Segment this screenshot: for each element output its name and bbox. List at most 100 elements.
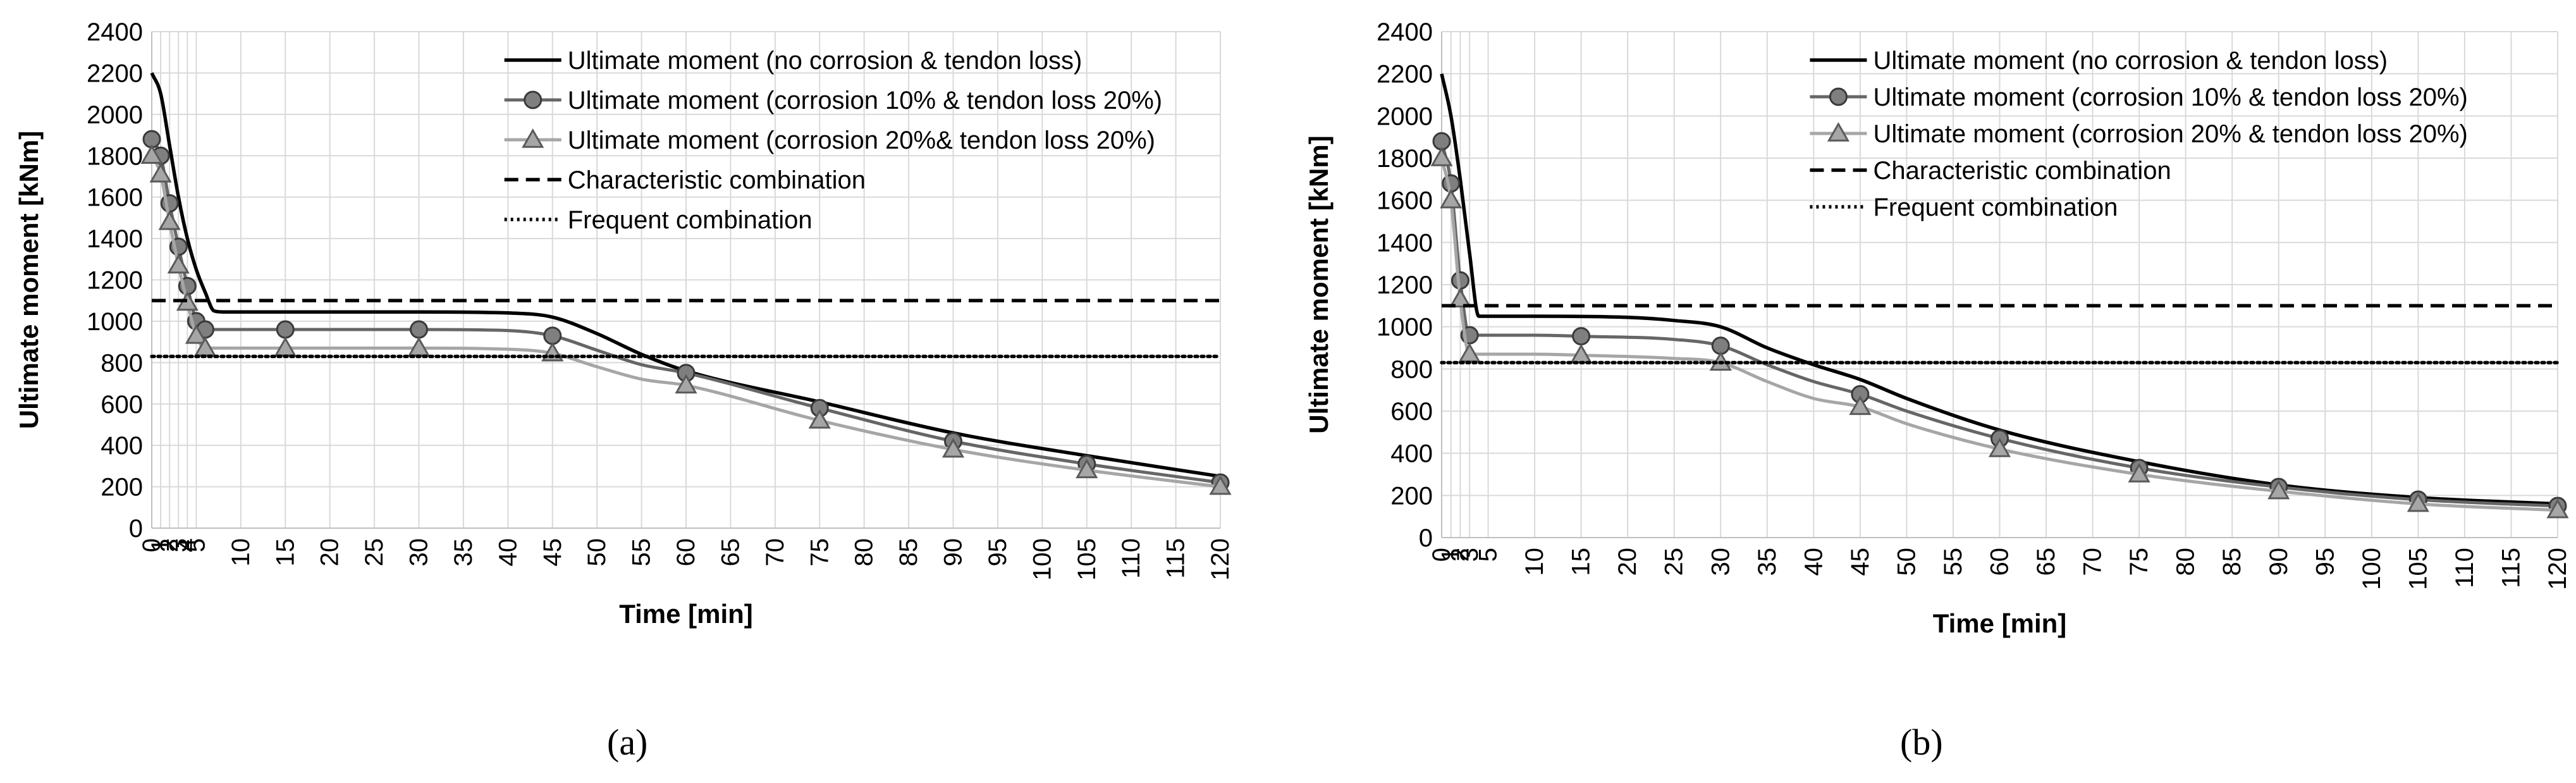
legend-item: Characteristic combination: [1810, 157, 2171, 185]
x-tick-label: 80: [2172, 548, 2200, 576]
x-tick-label: 115: [2497, 548, 2525, 588]
y-axis-label: Ultimate moment [kNm]: [1304, 135, 1334, 433]
x-tick-label: 90: [2265, 548, 2293, 576]
chart-a: 0200400600800100012001400160018002000220…: [14, 18, 1234, 629]
series-1: [1440, 73, 2558, 506]
data-point: [1449, 288, 1472, 308]
x-tick-label: 55: [628, 538, 656, 567]
data-point: [1849, 395, 1872, 416]
y-tick-label: 1400: [1377, 229, 1433, 257]
y-axis-label: Ultimate moment [kNm]: [14, 131, 44, 429]
x-tick-label: 4: [173, 538, 201, 552]
y-tick-label: 600: [1390, 398, 1433, 426]
y-tick-label: 1800: [1377, 145, 1433, 173]
x-tick-label: 95: [984, 538, 1012, 567]
x-tick-label: 5: [1475, 548, 1502, 562]
x-tick-label: 1: [1437, 548, 1465, 562]
data-point: [1572, 327, 1591, 346]
x-tick-label: 3: [164, 538, 192, 552]
series-line: [150, 72, 1221, 478]
x-tick-label: 105: [1073, 538, 1101, 581]
x-tick-label: 115: [1162, 538, 1190, 579]
y-tick-label: 2000: [87, 101, 143, 129]
legend: Ultimate moment (no corrosion & tendon l…: [504, 47, 1162, 234]
data-point: [675, 374, 697, 394]
data-point: [2407, 492, 2429, 512]
y-tick-label: 400: [101, 432, 143, 460]
x-tick-label: 50: [1892, 548, 1920, 576]
legend-marker: [1829, 87, 1848, 106]
data-point: [276, 320, 295, 339]
legend-item: Ultimate moment (corrosion 20% & tendon …: [1810, 120, 2468, 148]
y-tick-label: 1200: [87, 267, 143, 295]
y-tick-label: 1200: [1377, 271, 1433, 299]
x-tick-label: 35: [450, 538, 477, 567]
x-tick-label: 5: [182, 538, 210, 552]
data-point: [941, 438, 965, 458]
x-tick-label: 0: [138, 538, 166, 552]
legend-marker: [1827, 121, 1850, 142]
legend-marker: [524, 90, 543, 109]
x-tick-label: 80: [850, 538, 878, 567]
x-tick-label: 85: [895, 538, 923, 567]
x-tick-label: 25: [360, 538, 388, 567]
y-tick-label: 600: [101, 391, 143, 419]
legend: Ultimate moment (no corrosion & tendon l…: [1810, 47, 2468, 221]
x-tick-label: 1: [147, 538, 175, 552]
x-tick-label: 2: [156, 538, 183, 552]
x-tick-label: 75: [2125, 548, 2153, 576]
legend-label: Ultimate moment (corrosion 10% & tendon …: [1873, 83, 2467, 111]
data-point: [158, 210, 181, 230]
data-point: [2267, 479, 2290, 500]
y-tick-label: 200: [1390, 482, 1433, 510]
series-line: [150, 155, 1221, 489]
x-tick-label: 85: [2218, 548, 2246, 576]
y-tick-label: 1600: [1377, 187, 1433, 215]
legend-item: Ultimate moment (no corrosion & tendon l…: [504, 47, 1083, 75]
y-tick-label: 1800: [87, 142, 143, 170]
x-tick-label: 55: [1939, 548, 1967, 576]
legend-label: Ultimate moment (no corrosion & tendon l…: [568, 47, 1083, 75]
data-point: [2546, 498, 2569, 519]
x-axis-label: Time [min]: [1933, 608, 2067, 638]
y-tick-label: 400: [1390, 440, 1433, 468]
caption-a: (a): [607, 722, 648, 763]
y-tick-label: 0: [129, 515, 143, 543]
legend-item: Ultimate moment (corrosion 10% & tendon …: [1810, 83, 2468, 111]
y-tick-label: 200: [101, 474, 143, 502]
x-tick-label: 15: [1567, 548, 1595, 576]
x-tick-label: 120: [2544, 548, 2572, 590]
x-tick-label: 10: [1521, 548, 1549, 576]
y-tick-label: 1000: [1377, 314, 1433, 342]
series-1: [150, 72, 1221, 478]
x-tick-label: 110: [1117, 538, 1145, 579]
legend-label: Ultimate moment (corrosion 20%& tendon l…: [568, 126, 1155, 154]
chart-b: 0200400600800100012001400160018002000220…: [1304, 18, 2572, 638]
x-tick-label: 65: [716, 538, 744, 567]
y-tick-label: 1400: [87, 225, 143, 253]
x-tick-label: 45: [1846, 548, 1874, 576]
legend-label: Characteristic combination: [1873, 157, 2171, 185]
legend-item: Characteristic combination: [504, 166, 866, 194]
legend-item: Ultimate moment (corrosion 10% & tendon …: [504, 87, 1162, 114]
x-tick-label: 100: [2358, 548, 2386, 590]
legend-label: Ultimate moment (corrosion 10% & tendon …: [568, 87, 1162, 114]
x-tick-label: 0: [1428, 548, 1456, 562]
y-tick-label: 1000: [87, 308, 143, 336]
data-point: [1988, 437, 2011, 457]
x-tick-label: 25: [1660, 548, 1688, 576]
legend-marker: [522, 128, 544, 148]
data-point: [1430, 146, 1453, 166]
y-tick-label: 800: [1390, 355, 1433, 383]
legend-label: Frequent combination: [568, 206, 813, 234]
y-tick-label: 2400: [87, 18, 143, 46]
y-tick-label: 800: [101, 349, 143, 377]
data-point: [410, 320, 428, 339]
x-tick-label: 40: [494, 538, 522, 567]
legend-label: Frequent combination: [1873, 194, 2118, 221]
x-tick-label: 110: [2451, 548, 2479, 588]
legend-item: Frequent combination: [504, 206, 813, 234]
x-tick-label: 120: [1206, 538, 1234, 581]
caption-b: (b): [1900, 722, 1943, 763]
data-point: [1440, 188, 1463, 209]
